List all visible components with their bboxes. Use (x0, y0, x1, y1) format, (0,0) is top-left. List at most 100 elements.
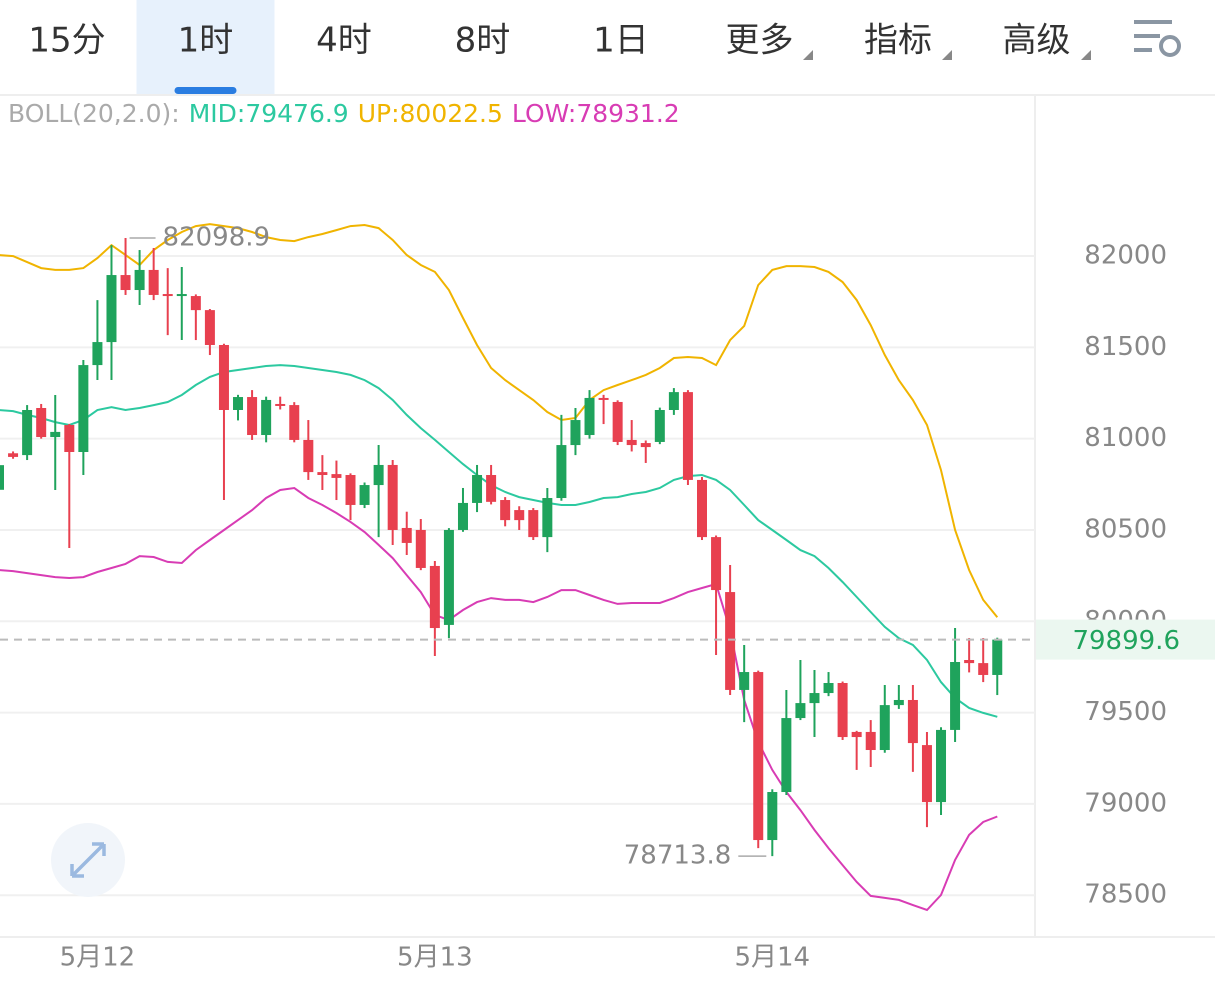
boll-line (0, 364, 998, 718)
candle-body (92, 342, 103, 366)
candle-body (401, 527, 412, 543)
grid (0, 255, 1035, 897)
price-tag-bg (1036, 619, 1215, 660)
candle-body (823, 683, 834, 694)
tab[interactable]: 8时 (455, 21, 511, 61)
candle-body (893, 699, 904, 706)
settings-icon[interactable] (1134, 20, 1181, 57)
candle (486, 464, 497, 505)
candle-body (907, 699, 918, 744)
candle-body (247, 397, 258, 436)
candle (176, 267, 187, 341)
candle-body (8, 453, 19, 457)
candle-body (415, 529, 426, 568)
candle-body (134, 269, 145, 291)
legend: BOLL(20,2.0): MID:79476.9 UP:80022.5 LOW:78… (8, 99, 680, 128)
candle-body (22, 410, 33, 456)
boll-line (0, 223, 999, 618)
tab[interactable]: 更多 (726, 21, 794, 61)
candle-body (612, 401, 623, 442)
candle (978, 638, 989, 683)
candle-body (753, 672, 764, 841)
candle-body (542, 498, 553, 538)
candle (950, 628, 961, 742)
candle-body (528, 510, 539, 538)
candle-body (697, 479, 707, 538)
candle-body (472, 475, 483, 503)
candle-body (556, 445, 567, 499)
tab[interactable]: 高级 (1003, 21, 1071, 61)
candle-body (36, 407, 47, 438)
candle (739, 645, 750, 723)
candle-body (500, 500, 511, 521)
candle (233, 394, 244, 421)
candle (106, 245, 117, 381)
candle (879, 685, 890, 753)
candle-body (78, 365, 89, 452)
tab-bar: 15分 1时 4时 8时 1日 更多 指标 高级 (28, 0, 1071, 94)
y-tick-label: 80500 (1084, 514, 1167, 544)
candle-body (176, 294, 187, 297)
candle (401, 511, 412, 555)
candle (626, 420, 637, 452)
candle-body (457, 502, 468, 530)
candle (8, 451, 19, 459)
legend-value: 78931.2 (576, 99, 679, 128)
candle-body (0, 465, 4, 490)
tab[interactable]: 15分 (28, 21, 105, 61)
legend-value: 80022.5 (400, 99, 503, 128)
expand-button[interactable] (51, 823, 125, 897)
candle-body (317, 472, 328, 476)
tab[interactable]: 1日 (593, 21, 649, 61)
candle-body (50, 431, 61, 438)
candle-body (233, 397, 244, 410)
candle-body (781, 718, 792, 793)
candle-body (190, 296, 201, 311)
candle-body (429, 565, 440, 629)
candle (36, 403, 47, 439)
legend-name: MID: (189, 99, 246, 128)
candle-body (64, 424, 75, 452)
candle-body (514, 510, 525, 521)
candle (331, 460, 342, 501)
candle-body (795, 703, 806, 719)
candle-body (289, 405, 300, 440)
candle-body (584, 397, 595, 436)
candle (148, 248, 159, 301)
candle (697, 477, 707, 541)
candle-body (640, 443, 651, 448)
candle-body (148, 269, 159, 295)
dropdown-markers (803, 50, 1091, 60)
candle-body (992, 639, 1003, 675)
candle (514, 506, 525, 530)
candle (50, 395, 61, 490)
tab[interactable]: 1时 (178, 21, 234, 61)
candle-body (865, 731, 876, 751)
candle-body (345, 475, 356, 505)
candle-body (303, 439, 314, 473)
max-label: 82098.9 (163, 223, 271, 253)
candle-body (570, 420, 581, 446)
tab[interactable]: 4时 (316, 21, 372, 61)
expand-arrows (70, 842, 106, 878)
candle-body (978, 663, 989, 675)
candle (134, 250, 145, 305)
candle (837, 681, 848, 740)
candle (457, 487, 468, 532)
candle-body (359, 485, 370, 505)
legend-name: UP: (358, 99, 400, 128)
candle (992, 637, 1003, 696)
candle-body (682, 392, 693, 480)
candle-body (879, 705, 890, 751)
tab[interactable]: 指标 (864, 21, 932, 61)
candle-body (964, 659, 975, 664)
candle (753, 670, 764, 849)
candle-body (654, 410, 665, 442)
candle (528, 508, 539, 541)
candle (570, 407, 581, 456)
candle (936, 727, 947, 816)
candle-body (626, 439, 637, 446)
candle-body (739, 672, 750, 690)
